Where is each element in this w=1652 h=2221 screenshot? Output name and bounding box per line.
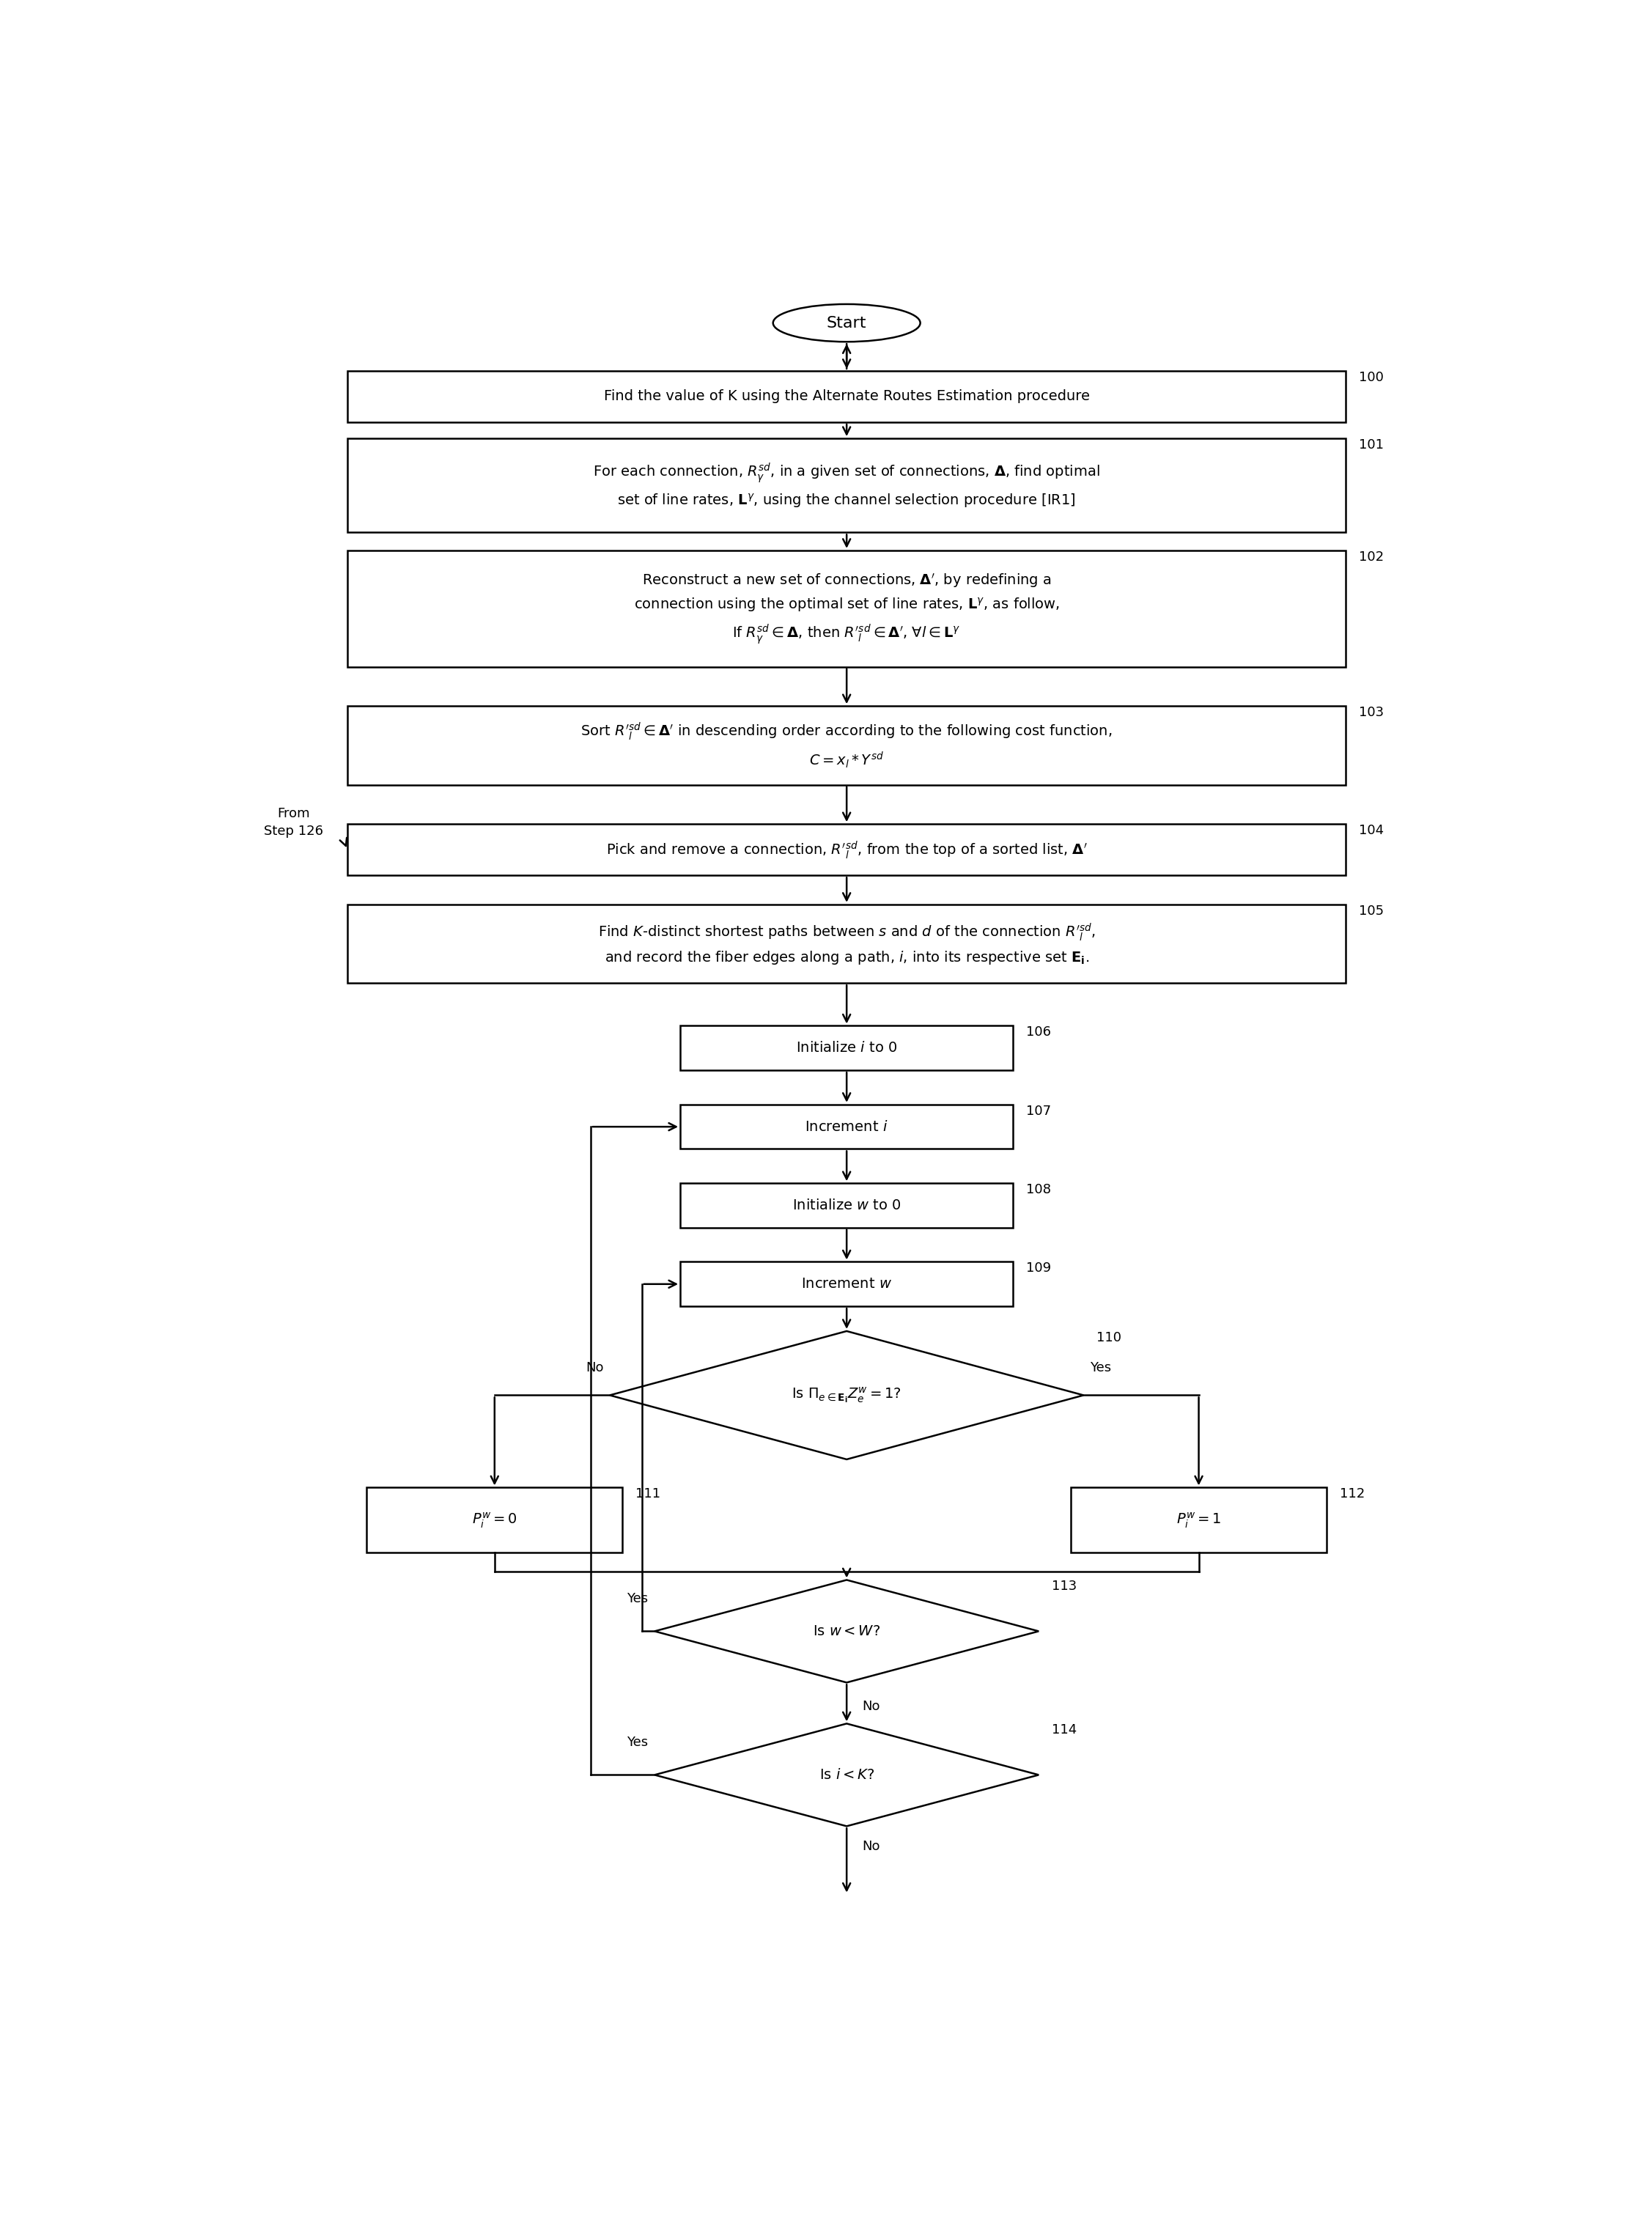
Text: 104: 104 (1360, 824, 1384, 837)
Text: 111: 111 (636, 1488, 661, 1501)
Text: 103: 103 (1360, 706, 1384, 720)
Text: No: No (862, 1699, 881, 1712)
Text: 100: 100 (1360, 371, 1384, 384)
FancyBboxPatch shape (681, 1184, 1013, 1228)
Text: 102: 102 (1360, 551, 1384, 564)
Text: Is $w < W$?: Is $w < W$? (813, 1624, 881, 1639)
FancyBboxPatch shape (347, 438, 1346, 533)
Text: Find the value of K using the Alternate Routes Estimation procedure: Find the value of K using the Alternate … (603, 389, 1090, 404)
Text: 110: 110 (1097, 1330, 1122, 1344)
Text: Initialize $w$ to 0: Initialize $w$ to 0 (793, 1199, 900, 1213)
Text: Is $i < K$?: Is $i < K$? (819, 1768, 874, 1781)
Text: 105: 105 (1360, 904, 1384, 917)
FancyBboxPatch shape (367, 1488, 623, 1552)
Text: No: No (862, 1839, 881, 1852)
Text: Sort $R'^{sd}_{l} \in \mathbf{\Delta'}$ in descending order according to the fol: Sort $R'^{sd}_{l} \in \mathbf{\Delta'}$ … (582, 722, 1112, 771)
Text: Is $\Pi_{e \in \mathbf{E_i}} Z_e^w = 1$?: Is $\Pi_{e \in \mathbf{E_i}} Z_e^w = 1$? (791, 1386, 902, 1404)
Text: Yes: Yes (626, 1592, 648, 1606)
Text: $P_i^w=0$: $P_i^w=0$ (472, 1510, 517, 1530)
FancyBboxPatch shape (347, 904, 1346, 984)
FancyBboxPatch shape (347, 706, 1346, 784)
FancyBboxPatch shape (681, 1104, 1013, 1148)
FancyBboxPatch shape (347, 551, 1346, 666)
Text: Increment $w$: Increment $w$ (801, 1277, 892, 1290)
Text: Pick and remove a connection, $R'^{sd}_{l}$, from the top of a sorted list, $\ma: Pick and remove a connection, $R'^{sd}_{… (606, 840, 1087, 860)
Text: 107: 107 (1026, 1104, 1051, 1117)
Text: 106: 106 (1026, 1026, 1051, 1039)
Text: From
Step 126: From Step 126 (264, 806, 324, 837)
Polygon shape (654, 1723, 1039, 1826)
Polygon shape (654, 1579, 1039, 1684)
Text: Yes: Yes (626, 1737, 648, 1750)
Text: 113: 113 (1052, 1579, 1077, 1592)
FancyBboxPatch shape (681, 1262, 1013, 1306)
Text: 112: 112 (1340, 1488, 1365, 1501)
Text: Start: Start (826, 315, 867, 331)
Text: Yes: Yes (1090, 1361, 1112, 1375)
Text: Reconstruct a new set of connections, $\mathbf{\Delta'}$, by redefining a
connec: Reconstruct a new set of connections, $\… (634, 571, 1059, 646)
Text: 114: 114 (1052, 1723, 1077, 1737)
Text: No: No (585, 1361, 603, 1375)
Text: 101: 101 (1360, 438, 1384, 451)
Polygon shape (610, 1330, 1084, 1459)
FancyBboxPatch shape (347, 824, 1346, 875)
FancyBboxPatch shape (1070, 1488, 1327, 1552)
Text: $P_i^w=1$: $P_i^w=1$ (1176, 1510, 1221, 1530)
Text: Initialize $i$ to 0: Initialize $i$ to 0 (796, 1042, 897, 1055)
Text: 108: 108 (1026, 1184, 1051, 1197)
Ellipse shape (773, 304, 920, 342)
FancyBboxPatch shape (347, 371, 1346, 422)
Text: Find $K$-distinct shortest paths between $s$ and $d$ of the connection $R'^{sd}_: Find $K$-distinct shortest paths between… (598, 922, 1095, 966)
FancyBboxPatch shape (681, 1026, 1013, 1071)
Text: For each connection, $R^{sd}_{\gamma}$, in a given set of connections, $\mathbf{: For each connection, $R^{sd}_{\gamma}$, … (593, 462, 1100, 509)
Text: 109: 109 (1026, 1262, 1051, 1275)
Text: Increment $i$: Increment $i$ (805, 1119, 889, 1133)
